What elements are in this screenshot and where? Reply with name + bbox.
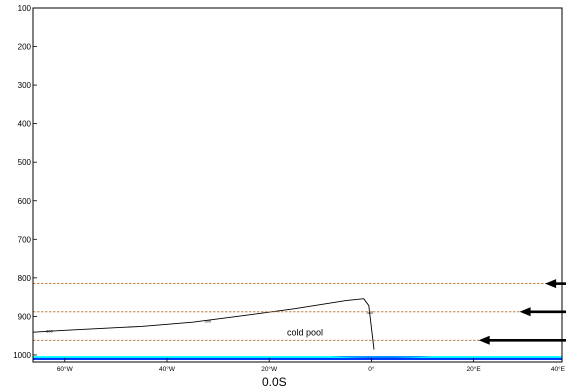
axes: 100 200 300 400 500 600 700 800 900 1000 60°W 40°W 2… <box>13 4 566 373</box>
x-tick-label-2: 20°W <box>261 365 278 373</box>
surface-band-blue <box>33 357 562 360</box>
surface-band-dip <box>330 356 433 359</box>
contour-label-1: 300 <box>205 319 212 324</box>
y-tick-label-900: 900 <box>18 312 32 321</box>
y-tick-label-500: 500 <box>18 158 32 167</box>
wind-arrow-head-0 <box>545 279 557 289</box>
plot-area: 300 300 300 cold pool <box>32 279 566 360</box>
x-tick-label-3: 0° <box>368 365 375 373</box>
x-axis-title: 0.0S <box>262 375 287 389</box>
x-tick-label-0: 60°W <box>57 365 74 373</box>
y-tick-label-400: 400 <box>18 120 32 129</box>
y-tick-label-100: 100 <box>18 4 32 13</box>
x-tick-label-1: 40°W <box>159 365 176 373</box>
wind-arrow-head-1 <box>519 307 531 317</box>
x-tick-label-4: 20°E <box>467 365 482 373</box>
y-tick-label-600: 600 <box>18 197 32 206</box>
y-tick-label-700: 700 <box>18 235 32 244</box>
y-tick-label-200: 200 <box>18 43 32 52</box>
y-tick-label-1000: 1000 <box>13 351 31 360</box>
y-tick-label-300: 300 <box>18 81 32 90</box>
plot-frame <box>32 7 563 363</box>
y-tick-label-800: 800 <box>18 274 32 283</box>
contour-label-2: 300 <box>367 310 374 315</box>
wind-arrow-head-2 <box>478 335 490 345</box>
annotation-cold-pool: cold pool <box>287 328 323 338</box>
x-tick-label-5: 40°E <box>551 365 566 373</box>
contour-label-0: 300 <box>46 329 53 334</box>
